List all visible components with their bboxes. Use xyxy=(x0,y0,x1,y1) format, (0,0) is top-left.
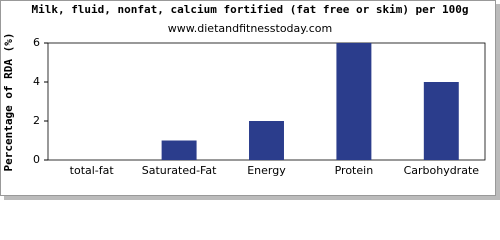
chart: Milk, fluid, nonfat, calcium fortified (… xyxy=(0,0,500,200)
frame-shadow xyxy=(4,196,500,200)
bar xyxy=(423,82,459,160)
y-tick-label: 4 xyxy=(33,75,40,88)
x-tick-label: total-fat xyxy=(70,164,115,177)
y-axis-label: Percentage of RDA (%) xyxy=(2,32,15,171)
y-tick-label: 0 xyxy=(33,153,40,166)
y-tick-label: 6 xyxy=(33,36,40,49)
frame-shadow xyxy=(496,4,500,200)
frame xyxy=(0,0,496,196)
chart-subtitle: www.dietandfitnesstoday.com xyxy=(168,22,332,35)
x-tick-label: Saturated-Fat xyxy=(142,164,217,177)
x-tick-label: Protein xyxy=(335,164,374,177)
x-tick-label: Carbohydrate xyxy=(404,164,480,177)
bar xyxy=(336,43,372,160)
chart-title: Milk, fluid, nonfat, calcium fortified (… xyxy=(31,3,468,16)
bar xyxy=(249,121,284,160)
bar xyxy=(161,140,197,160)
x-tick-label: Energy xyxy=(247,164,286,177)
y-tick-label: 2 xyxy=(33,114,40,127)
